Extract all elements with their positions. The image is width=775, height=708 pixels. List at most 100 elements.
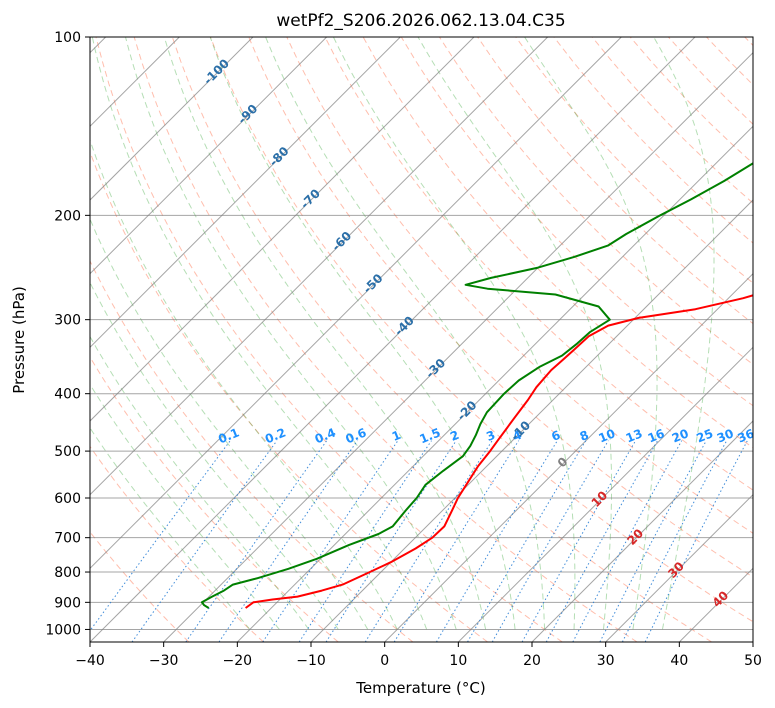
y-tick-label: 800	[54, 565, 81, 581]
mixing-ratio-label: 20	[670, 426, 691, 445]
y-tick-label: 600	[54, 491, 81, 507]
isotherm-label: -90	[235, 102, 260, 127]
mixing-ratio-line	[545, 440, 659, 642]
y-tick-label: 1000	[45, 622, 81, 638]
mixing-ratio-label: 0.6	[343, 425, 368, 446]
x-tick-label: −30	[149, 653, 179, 669]
moist-adiabat-line	[90, 427, 251, 630]
moist-adiabat-line	[90, 217, 369, 630]
mixing-ratio-line	[90, 440, 231, 632]
x-tick-label: −10	[296, 653, 326, 669]
moist-adiabat-line	[653, 37, 715, 630]
mixing-ratio-label: 16	[646, 426, 667, 445]
series-layer	[200, 162, 753, 609]
isotherm-line	[90, 37, 254, 201]
moist-adiabat-line	[90, 281, 339, 630]
dry-adiabat-line	[95, 37, 563, 642]
dry-adiabat-line	[553, 37, 753, 244]
x-tick-label: 20	[523, 653, 541, 669]
x-tick-label: −20	[223, 653, 253, 669]
y-axis-ticks: 100 200 300 400 500 600 700 800 900 1000	[45, 30, 90, 638]
mixing-ratio-label: 0.2	[263, 425, 288, 446]
plot-frame	[89, 36, 754, 643]
moist-adiabat-line	[90, 335, 310, 630]
isotherm-line	[310, 199, 753, 642]
moist-adiabat-line	[417, 37, 612, 630]
isotherm-label: 40	[710, 588, 732, 610]
moist-adiabat-line	[163, 37, 487, 630]
isotherm-line	[752, 641, 753, 642]
temperature-profile-line	[245, 294, 753, 609]
isotherm-label: -40	[392, 313, 417, 338]
guide-line-labels: 0.1 0.2 0.4 0.6 1 1.5 2 3 4 6 8 10 13 16 20 25 30 36-100-…	[201, 56, 753, 610]
x-axis-ticks: −40 −30 −20 −10 0 10 20 30 40 50	[75, 642, 762, 669]
mixing-ratio-line	[364, 440, 493, 642]
isotherm-line	[163, 51, 753, 642]
mixing-ratio-label: 30	[715, 426, 736, 445]
dry-adiabat-line	[133, 37, 638, 642]
mixing-ratio-label: 25	[694, 426, 715, 445]
isotherm-label: 10	[589, 488, 611, 510]
isotherm-label: 0	[555, 454, 571, 470]
dry-adiabat-line	[248, 37, 753, 578]
isotherm-label: -20	[454, 398, 479, 423]
mixing-ratio-label: 8	[578, 428, 591, 444]
mixing-ratio-line	[298, 440, 432, 642]
isotherm-label: -50	[360, 271, 385, 296]
background-guide-lines	[90, 37, 753, 642]
dry-adiabat-line	[515, 37, 753, 284]
x-tick-label: 50	[744, 653, 762, 669]
mixing-ratio-label: 2	[448, 428, 461, 444]
isotherm-line	[236, 125, 753, 642]
isotherm-line	[90, 37, 401, 349]
dry-adiabat-line	[324, 37, 753, 491]
moist-adiabat-line	[125, 37, 457, 630]
dry-adiabat-line	[210, 37, 753, 623]
y-tick-label: 700	[54, 531, 81, 547]
mixing-ratio-line	[599, 440, 707, 642]
mixing-ratio-line	[491, 440, 609, 642]
moist-adiabat-line	[91, 37, 428, 630]
isotherm-label: 20	[624, 526, 646, 548]
isotherm-line	[90, 37, 475, 422]
moist-adiabat-line	[265, 37, 546, 630]
mixing-ratio-label: 0.4	[313, 425, 338, 446]
dry-adiabat-line	[90, 356, 339, 642]
mixing-ratio-line	[393, 440, 520, 642]
isotherm-label: -60	[329, 229, 354, 254]
mixing-ratio-line	[467, 440, 587, 642]
x-tick-label: 30	[597, 653, 615, 669]
mixing-ratio-line	[521, 440, 637, 642]
isotherm-line	[605, 493, 753, 642]
isotherm-label: -30	[423, 356, 448, 381]
dry-adiabat-line	[286, 37, 753, 534]
dry-adiabat-line	[477, 37, 753, 325]
isotherm-line	[457, 346, 753, 642]
isotherm-line	[678, 567, 753, 642]
mixing-ratio-label: 13	[624, 426, 645, 445]
y-tick-label: 500	[54, 444, 81, 460]
mixing-ratio-label: 1.5	[418, 425, 443, 446]
mixing-ratio-label: 3	[484, 428, 497, 444]
isotherm-line	[90, 37, 622, 570]
moist-adiabat-line	[332, 37, 576, 630]
isotherm-line	[384, 272, 753, 642]
mixing-ratio-line	[572, 440, 683, 642]
moist-adiabat-line	[209, 37, 516, 630]
plot-area: 0.1 0.2 0.4 0.6 1 1.5 2 3 4 6 8 10 13 16 20 25 30 36-100-…	[90, 37, 753, 642]
x-tick-label: −40	[75, 653, 105, 669]
isotherm-label: -70	[298, 186, 323, 211]
dry-adiabat-line	[171, 37, 712, 642]
dry-adiabat-line	[744, 37, 753, 47]
x-tick-label: 10	[449, 653, 467, 669]
dry-adiabat-line	[591, 37, 753, 204]
chart-title: wetPf2_S206.2026.062.13.04.C35	[276, 11, 565, 31]
mixing-ratio-line	[185, 440, 328, 642]
dry-adiabat-line	[706, 37, 753, 86]
dry-adiabat-line	[90, 531, 190, 642]
isotherm-line	[90, 37, 549, 496]
isotherm-line	[90, 37, 328, 275]
dry-adiabat-line	[90, 150, 488, 642]
x-tick-label: 0	[380, 653, 389, 669]
